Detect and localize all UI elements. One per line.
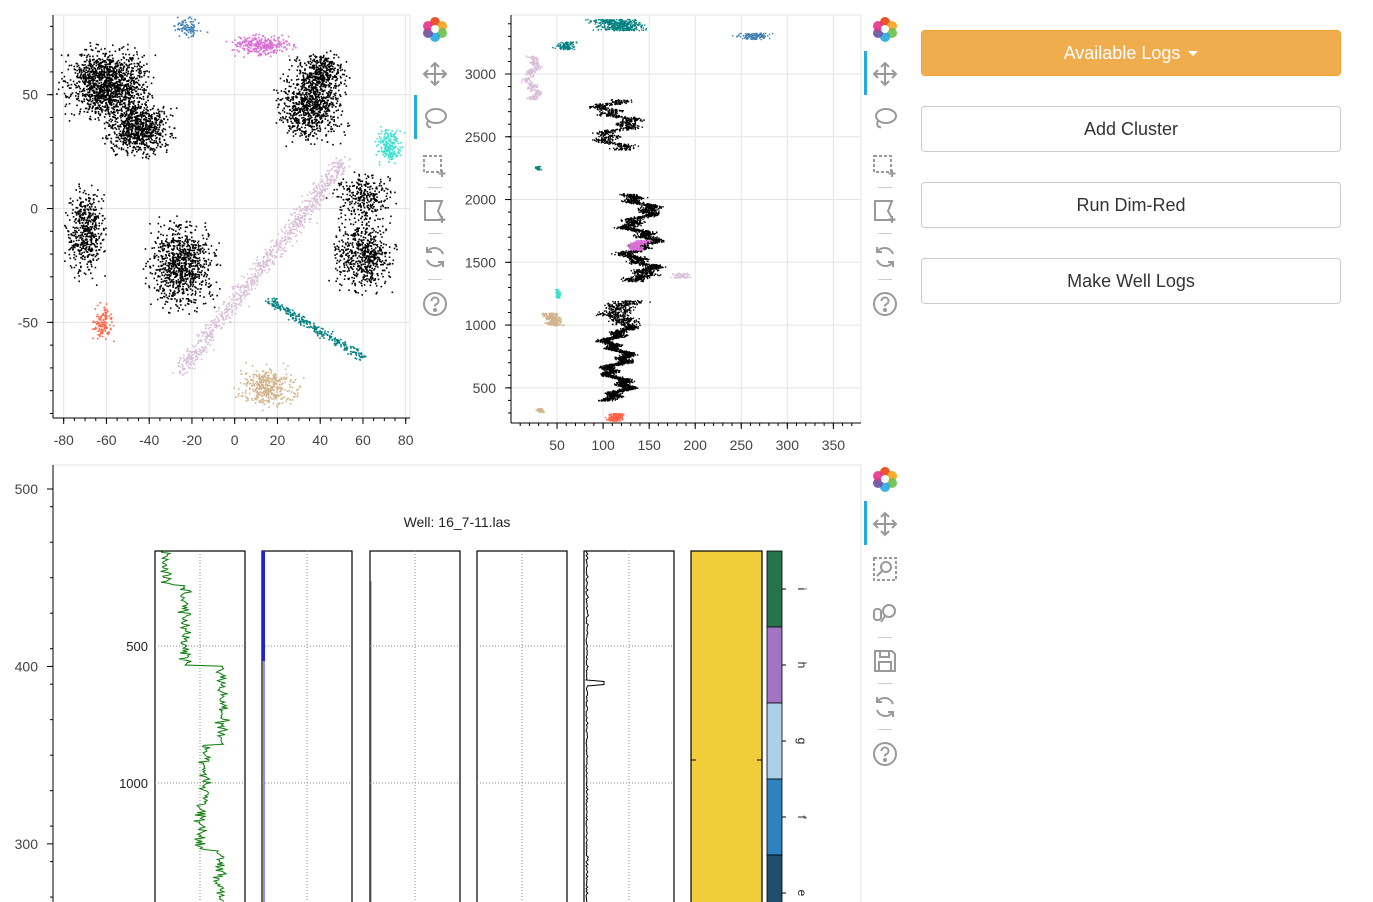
y-tick-label: 300 [15,836,39,852]
well-title: Well: 16_7-11.las [404,514,511,530]
reset-icon[interactable] [869,691,901,723]
reset-icon[interactable] [869,241,901,273]
lasso-select-icon[interactable] [419,103,451,135]
x-tick-label: -20 [182,432,202,448]
help-icon[interactable] [419,288,451,320]
facies-label: e [795,890,809,897]
x-tick-label: 350 [822,437,846,453]
x-tick-label: 0 [231,432,239,448]
y-tick-label: 3000 [465,66,496,82]
y-tick-label: 500 [15,481,39,497]
facies-label: f [795,815,809,819]
x-tick-label: 100 [591,437,615,453]
available-logs-dropdown[interactable]: Available Logs [921,30,1341,76]
well-log-plot[interactable]: 500 400 300 Well: 16_7-11.las 500 1000 i h g f e [0,455,870,902]
well-log-image: Well: 16_7-11.las 500 1000 i h g f e [119,514,809,902]
pan-icon[interactable] [869,508,901,540]
y-tick-label: 400 [15,658,39,674]
box-select-icon[interactable] [419,149,451,181]
available-logs-label: Available Logs [1063,42,1181,63]
x-tick-label: -40 [139,432,159,448]
save-icon[interactable] [869,645,901,677]
x-tick-label: 50 [549,437,565,453]
caret-down-icon [1188,50,1199,56]
toolbar-right [864,13,901,323]
scatter-points [521,18,774,422]
depth-tick-label: 1000 [119,776,148,791]
box-select-icon[interactable] [869,149,901,181]
y-tick-label: 2500 [465,129,496,145]
x-tick-label: 80 [398,432,414,448]
help-icon[interactable] [869,288,901,320]
bokeh-logo-icon[interactable] [419,13,451,45]
x-tick-label: 40 [312,432,328,448]
facies-label: g [795,738,809,745]
bokeh-logo-icon[interactable] [869,463,901,495]
scatter-points [56,16,406,412]
add-cluster-button[interactable]: Add Cluster [921,106,1341,152]
y-tick-label: 1000 [465,317,496,333]
depth-scatter-plot[interactable]: 50 100 150 200 250 300 350 3000 2500 2000 1500 100… [450,0,870,460]
box-zoom-icon[interactable] [869,553,901,585]
pan-icon[interactable] [419,58,451,90]
toolbar-left [414,13,451,323]
depth-tick-label: 500 [126,639,148,654]
poly-select-icon[interactable] [419,195,451,227]
reset-icon[interactable] [419,241,451,273]
lasso-select-icon[interactable] [869,103,901,135]
y-tick-label: -50 [18,314,38,330]
run-dim-red-button[interactable]: Run Dim-Red [921,182,1341,228]
wheel-zoom-icon[interactable] [869,599,901,631]
bokeh-logo-icon[interactable] [869,13,901,45]
facies-label: i [795,588,809,591]
facies-label: h [795,662,809,669]
help-icon[interactable] [869,738,901,770]
make-well-logs-button[interactable]: Make Well Logs [921,258,1341,304]
y-tick-label: 50 [22,87,38,103]
x-tick-label: -60 [96,432,116,448]
y-tick-label: 2000 [465,192,496,208]
x-tick-label: 300 [776,437,800,453]
plot-grid [511,15,861,423]
y-tick-label: 1500 [465,254,496,270]
poly-select-icon[interactable] [869,195,901,227]
x-tick-label: 250 [730,437,754,453]
x-tick-label: 200 [684,437,708,453]
x-tick-label: 150 [637,437,661,453]
x-tick-label: 60 [355,432,371,448]
y-tick-label: 0 [30,201,38,217]
pan-icon[interactable] [869,58,901,90]
x-tick-label: 20 [270,432,286,448]
y-tick-label: 500 [473,380,497,396]
toolbar-bottom [864,463,901,773]
dimred-scatter-plot[interactable]: -80 -60 -40 -20 0 20 40 60 80 50 0 -50 [0,0,420,460]
x-tick-label: -80 [54,432,74,448]
